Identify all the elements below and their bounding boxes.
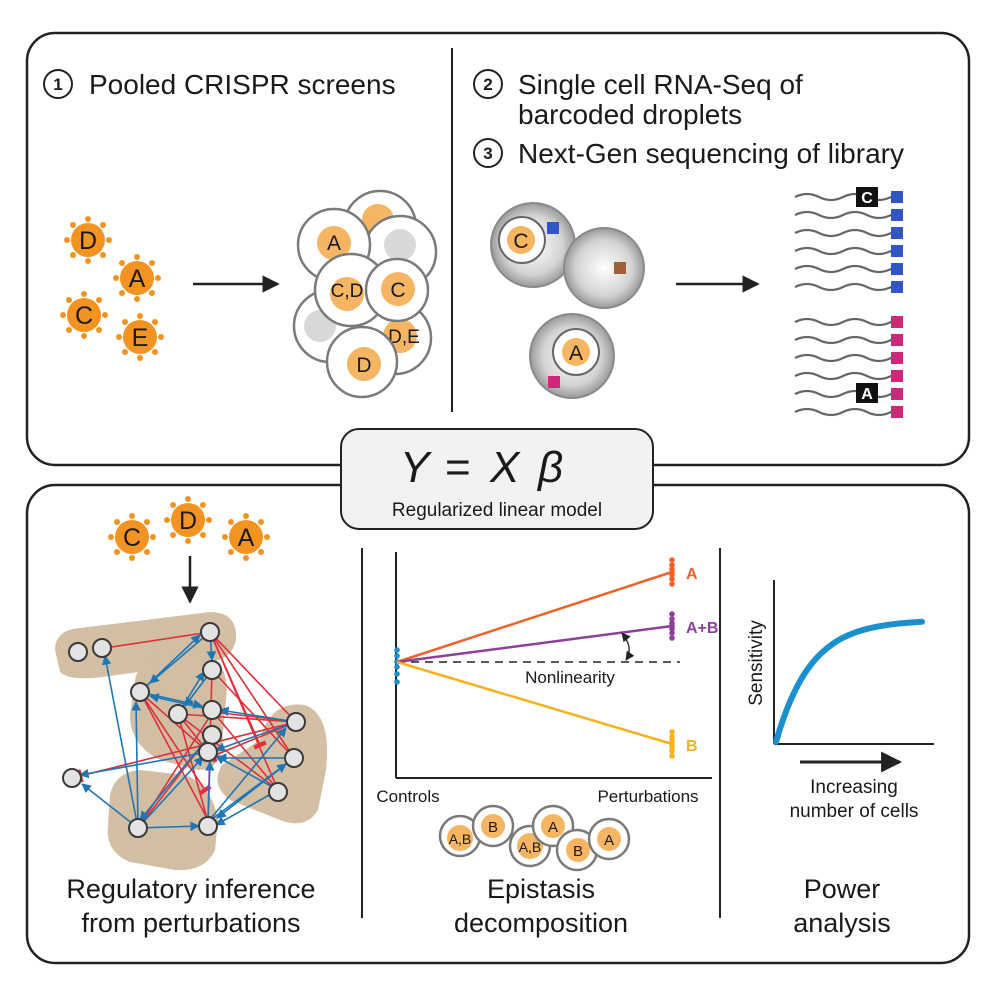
- model-subtitle: Regularized linear model: [392, 500, 602, 521]
- droplets: C A: [490, 202, 645, 399]
- series-point-a-b-0: [669, 635, 675, 641]
- power-chart: Sensitivity Increasing number of cells: [746, 580, 934, 822]
- series-point-b-6: [669, 729, 675, 735]
- equation-equals: =: [445, 443, 471, 492]
- series-point-a-1: [669, 576, 675, 582]
- sensitivity-label: Sensitivity: [746, 620, 767, 706]
- power-caption-line1: Power: [804, 874, 881, 904]
- model-box: Y = X β Regularized linear model: [340, 428, 654, 530]
- perturbations-label: Perturbations: [597, 787, 698, 806]
- svg-text:B: B: [573, 843, 583, 860]
- equation-y: Y: [400, 443, 432, 492]
- controls-label: Controls: [376, 787, 439, 806]
- series-label-b: B: [686, 738, 698, 755]
- step3-number: 3: [483, 144, 492, 163]
- network-nodes: [62, 622, 306, 838]
- svg-text:C: C: [861, 190, 873, 207]
- epistasis-chart: A A+B B Nonlinearity Controls Perturbation…: [376, 552, 718, 806]
- series-point-b-0: [669, 753, 675, 759]
- control-point-0: [394, 679, 400, 685]
- cell-label-c: C: [390, 279, 405, 302]
- control-point-5: [394, 647, 400, 653]
- series-point-a-4: [669, 566, 675, 572]
- svg-text:A,B: A,B: [519, 839, 542, 855]
- sensitivity-curve: [773, 618, 925, 745]
- equation-beta: β: [536, 443, 563, 492]
- control-point-1: [394, 671, 400, 677]
- svg-text:A: A: [129, 265, 146, 293]
- svg-text:A,B: A,B: [449, 831, 472, 847]
- cell-label-cd: C,D: [331, 281, 364, 302]
- step2-heading: 2 Single cell RNA-Seq of barcoded drople…: [473, 69, 803, 130]
- control-point-4: [394, 653, 400, 659]
- nonlinearity-arrow: [621, 632, 635, 661]
- series-point-a-b-4: [669, 620, 675, 626]
- virus-d: D: [64, 216, 112, 264]
- svg-text:C: C: [123, 524, 141, 552]
- read-barcodes-blue: [891, 191, 903, 293]
- svg-text:A: A: [861, 386, 873, 403]
- series-point-b-5: [669, 734, 675, 740]
- step2-label-line2: barcoded droplets: [518, 99, 742, 130]
- power-xlabel-line1: Increasing: [810, 777, 898, 798]
- epistasis-caption-line2: decomposition: [454, 908, 628, 938]
- svg-text:A: A: [604, 832, 614, 849]
- barcode-blue-bead: [547, 222, 559, 234]
- power-caption-line2: analysis: [793, 908, 891, 938]
- series-point-a-6: [669, 557, 675, 563]
- barcode-brown-bead: [614, 262, 626, 274]
- svg-text:E: E: [132, 324, 149, 352]
- series-point-a-b-5: [669, 616, 675, 622]
- regulatory-caption-line2: from perturbations: [81, 908, 300, 938]
- svg-text:D: D: [179, 507, 197, 535]
- step2-label-line1: Single cell RNA-Seq of: [518, 69, 803, 100]
- read-tag-c: C: [856, 187, 878, 207]
- series-point-b-4: [669, 738, 675, 744]
- virus-e: E: [116, 313, 164, 361]
- equation-x: X: [489, 443, 521, 492]
- cell-label-de: D,E: [388, 327, 420, 348]
- network-edges-blue: [79, 631, 297, 832]
- cell-cluster: A D,E C,D C D: [292, 189, 438, 399]
- droplet-label-c: C: [513, 230, 528, 253]
- series-line-b: [396, 660, 673, 746]
- cell-label-d: D: [356, 354, 371, 377]
- epistasis-caption-line1: Epistasis: [487, 874, 595, 904]
- series-point-a-b-1: [669, 630, 675, 636]
- step1-label: Pooled CRISPR screens: [89, 69, 396, 100]
- svg-text:D: D: [79, 227, 97, 255]
- svg-text:A: A: [238, 524, 255, 552]
- series-point-b-1: [669, 748, 675, 754]
- virus-pool: D A C E: [60, 216, 164, 361]
- series-label-a: A: [686, 566, 698, 583]
- svg-text:B: B: [488, 819, 498, 836]
- virus-a: A: [113, 254, 161, 302]
- regulatory-virus-pool: C D A: [108, 496, 270, 561]
- step3-label: Next-Gen sequencing of library: [518, 138, 904, 169]
- series-point-a-5: [669, 562, 675, 568]
- series-line-a: [396, 570, 673, 664]
- virus-c: C: [60, 291, 108, 339]
- read-barcodes-magenta: [891, 316, 903, 418]
- step1-heading: 1 Pooled CRISPR screens: [43, 69, 396, 100]
- barcode-magenta-bead: [548, 376, 560, 388]
- svg-text:C: C: [75, 302, 93, 330]
- step1-number: 1: [53, 75, 62, 94]
- epistasis-cells: A,B B A,B A B A: [438, 804, 631, 872]
- svg-text:A: A: [548, 819, 558, 836]
- series-label-a-b: A+B: [686, 620, 718, 637]
- step2-number: 2: [483, 75, 492, 94]
- read-tag-a: A: [856, 383, 878, 403]
- series-point-a-b-6: [669, 611, 675, 617]
- series-point-a-0: [669, 581, 675, 587]
- droplet-label-a: A: [569, 342, 583, 365]
- cell-label-a: A: [327, 232, 341, 255]
- power-xlabel-line2: number of cells: [790, 801, 919, 822]
- series-line-a-b: [396, 624, 673, 664]
- nonlinearity-label: Nonlinearity: [525, 668, 615, 687]
- regulatory-caption-line1: Regulatory inference: [66, 874, 315, 904]
- control-point-2: [394, 664, 400, 670]
- step3-heading: 3 Next-Gen sequencing of library: [473, 138, 904, 169]
